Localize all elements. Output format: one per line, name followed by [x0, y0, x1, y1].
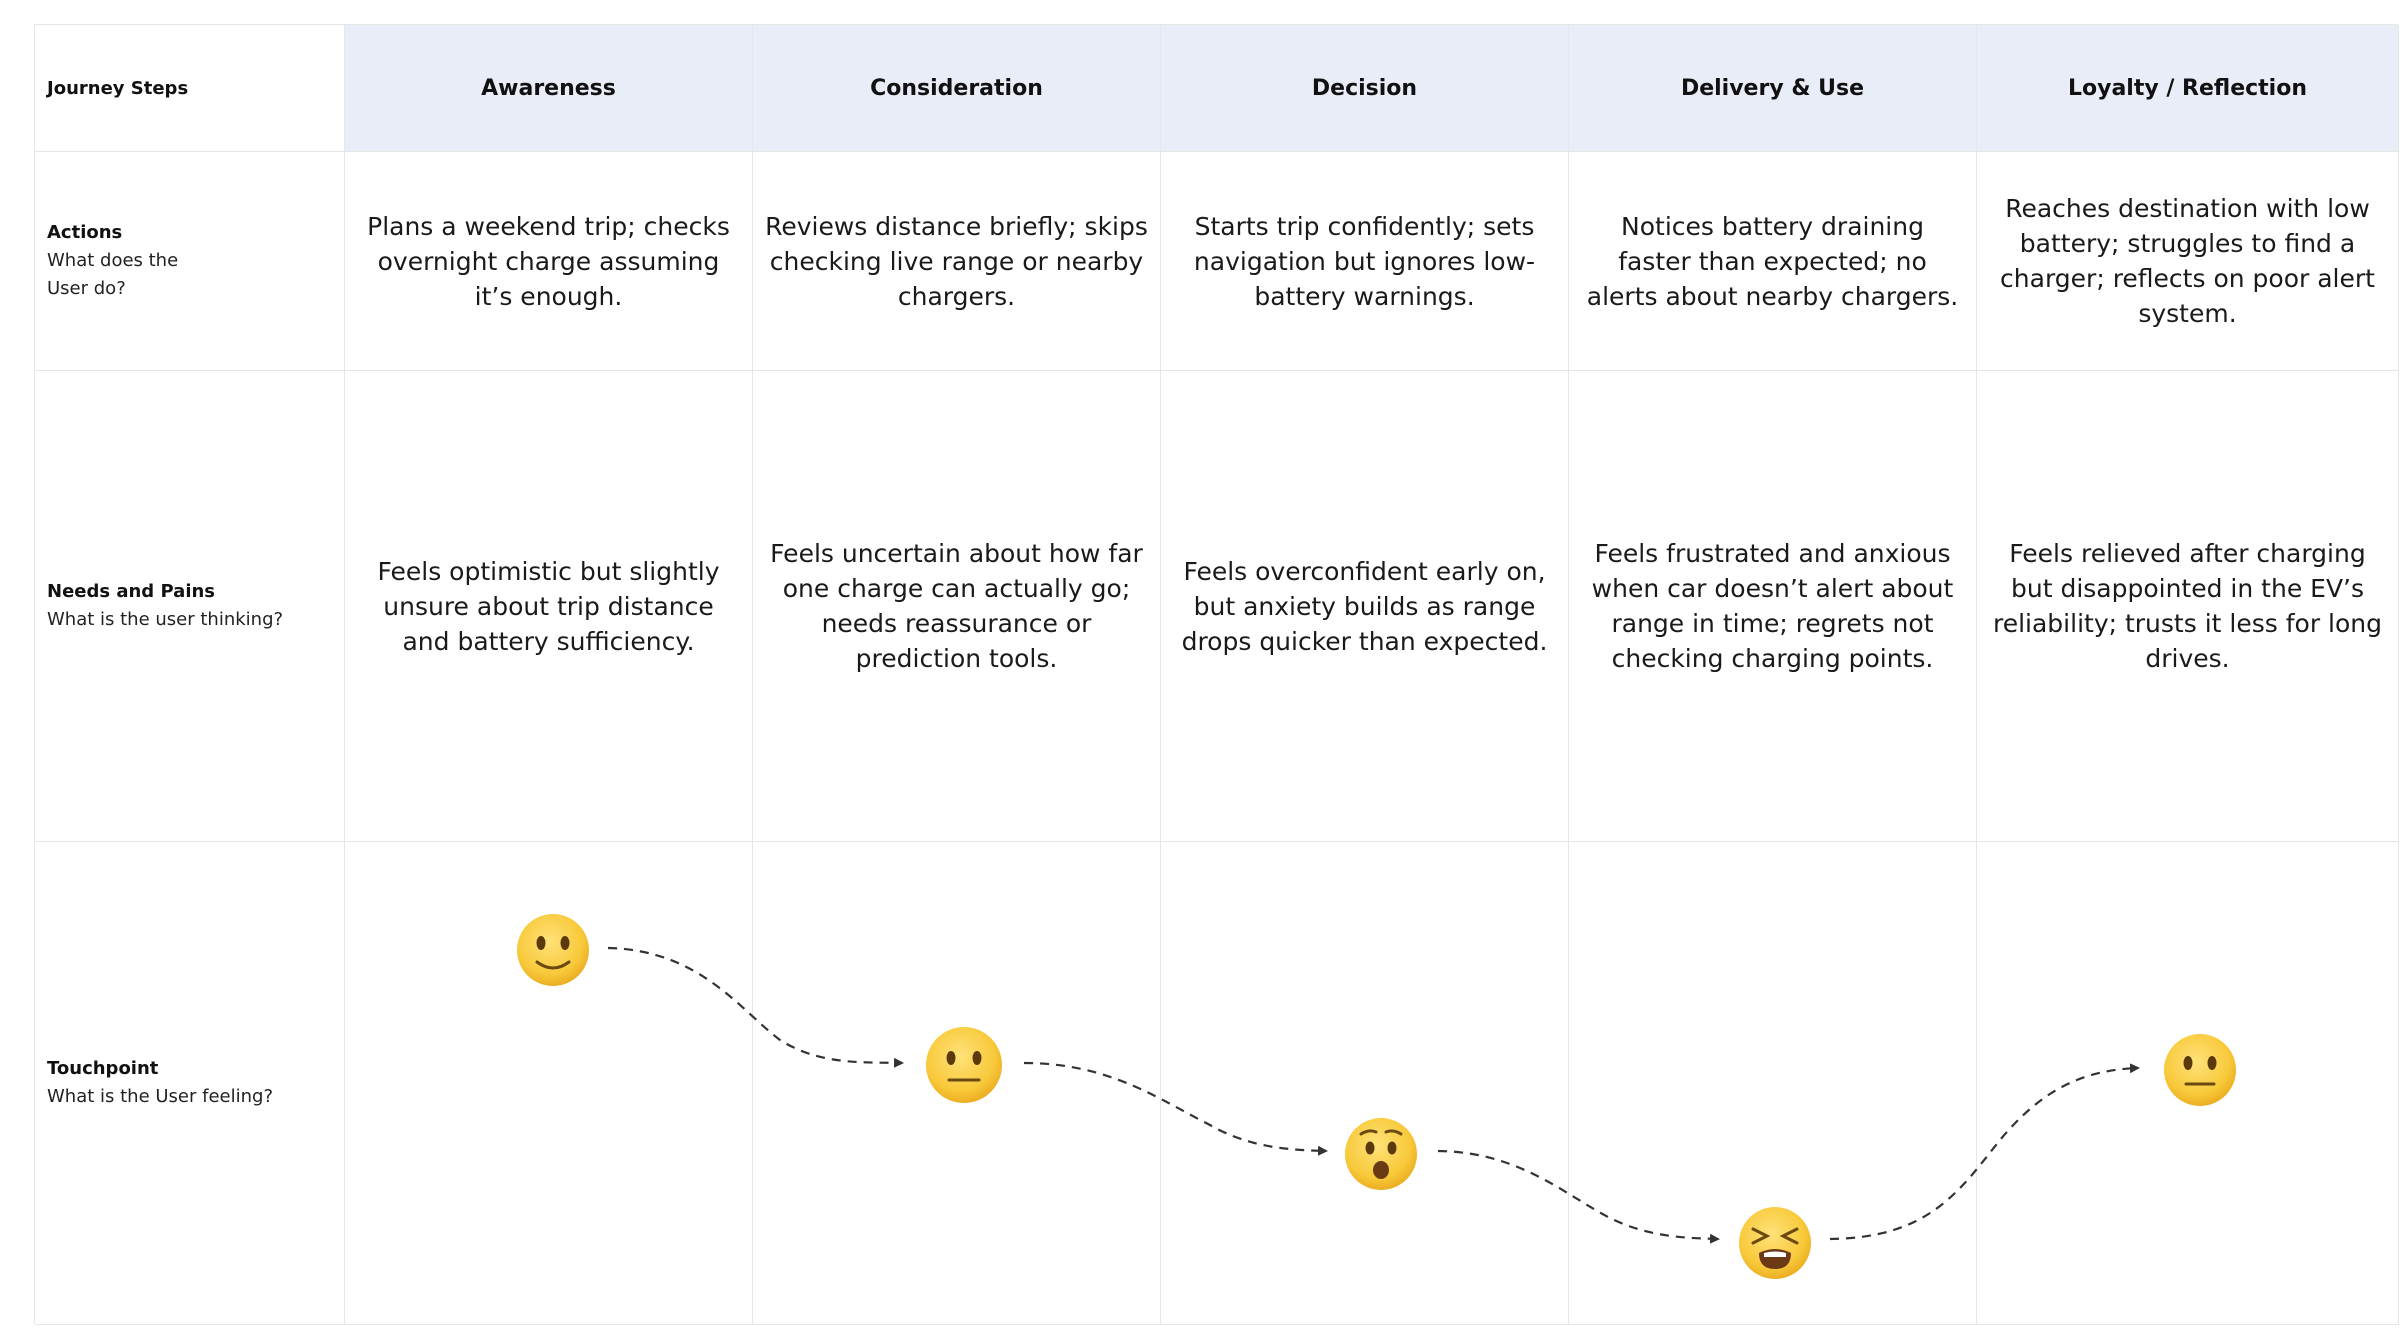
needs-cell-consideration: Feels uncertain about how far one charge…: [753, 371, 1161, 842]
actions-cell-delivery-use: Notices battery draining faster than exp…: [1569, 152, 1977, 371]
row-title: Needs and Pains: [47, 581, 216, 602]
needs-cell-loyalty-reflection: Feels relieved after charging but disapp…: [1977, 371, 2399, 842]
stage-header-consideration: Consideration: [753, 25, 1161, 152]
row-subtitle: What does the User do?: [47, 250, 179, 299]
needs-cell-delivery-use: Feels frustrated and anxious when car do…: [1569, 371, 1977, 842]
needs-cell-awareness: Feels optimistic but slightly unsure abo…: [345, 371, 753, 842]
needs-cell-decision: Feels overconfident early on, but anxiet…: [1161, 371, 1569, 842]
row-subtitle: What is the User feeling?: [47, 1086, 274, 1107]
touchpoint-cell-decision: [1161, 842, 1569, 1325]
actions-cell-awareness: Plans a weekend trip; checks overnight c…: [345, 152, 753, 371]
row-label-touchpoint: Touchpoint What is the User feeling?: [35, 842, 345, 1325]
row-title: Touchpoint: [47, 1058, 159, 1079]
stage-header-awareness: Awareness: [345, 25, 753, 152]
touchpoint-cell-consideration: [753, 842, 1161, 1325]
stage-header-decision: Decision: [1161, 25, 1569, 152]
journey-steps-label: Journey Steps: [35, 25, 345, 152]
touchpoint-cell-awareness: [345, 842, 753, 1325]
row-label-needs-pains: Needs and Pains What is the user thinkin…: [35, 371, 345, 842]
row-subtitle: What is the user thinking?: [47, 609, 284, 630]
stage-header-loyalty-reflection: Loyalty / Reflection: [1977, 25, 2399, 152]
touchpoint-cell-delivery-use: [1569, 842, 1977, 1325]
actions-cell-loyalty-reflection: Reaches destination with low battery; st…: [1977, 152, 2399, 371]
stage-header-delivery-use: Delivery & Use: [1569, 25, 1977, 152]
actions-cell-decision: Starts trip confidently; sets navigation…: [1161, 152, 1569, 371]
journey-map-grid: Journey Steps Awareness Consideration De…: [34, 24, 2399, 1325]
row-label-actions: Actions What does the User do?: [35, 152, 345, 371]
actions-cell-consideration: Reviews distance briefly; skips checking…: [753, 152, 1161, 371]
row-title: Actions: [47, 222, 123, 243]
touchpoint-cell-loyalty-reflection: [1977, 842, 2399, 1325]
